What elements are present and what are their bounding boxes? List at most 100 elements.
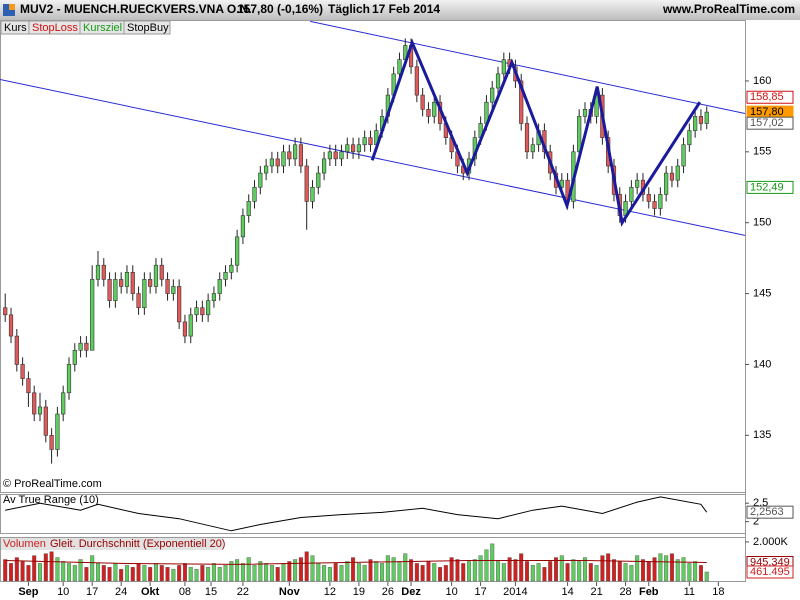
volume-bar [345, 561, 350, 582]
volume-bar [536, 563, 541, 582]
x-tick-label: 19 [353, 586, 365, 598]
candle-body [658, 194, 663, 209]
x-tick-label: 21 [590, 586, 602, 598]
volume-bar [339, 565, 344, 582]
volume-bar [9, 563, 14, 582]
quote: 157,80 (-0,16%) [237, 2, 323, 16]
volume-bar [484, 549, 489, 582]
volume-bar [496, 561, 501, 582]
volume-bar [432, 563, 437, 582]
button[interactable]: StopLoss [32, 22, 78, 34]
candle-body [339, 151, 344, 160]
candle-body [426, 108, 431, 117]
volume-bar [629, 565, 634, 582]
date: 17 Feb 2014 [372, 2, 440, 16]
candle-body [281, 151, 286, 167]
volume-bar [669, 553, 674, 582]
volume-bar [542, 567, 547, 582]
candle-body [66, 364, 72, 394]
candle-body [252, 186, 257, 202]
volume-bar [252, 565, 257, 582]
volume-bar [14, 557, 19, 582]
candle-body [675, 165, 680, 181]
button[interactable]: Kursziel [83, 22, 122, 34]
volume-bar [26, 565, 31, 582]
x-tick-label: Dez [401, 586, 421, 598]
candle-body [420, 94, 425, 110]
volume-bar [32, 555, 37, 582]
candle-body [211, 293, 217, 301]
x-tick-label: 17 [86, 586, 98, 598]
volume-bar [530, 565, 535, 582]
candle-body [14, 335, 19, 365]
x-tick-label: 17 [475, 586, 487, 598]
y-tick-label: 150 [753, 217, 771, 229]
candle-body [84, 342, 89, 351]
volume-bar [275, 567, 280, 582]
candle-body [298, 144, 303, 167]
volume-bar [171, 569, 176, 582]
x-tick-label: Nov [279, 586, 301, 598]
volume-bar [316, 563, 321, 582]
volume-bar [594, 565, 599, 582]
volume-bar [61, 561, 66, 582]
volume-bar [322, 565, 327, 582]
candle-body [153, 264, 159, 287]
candle-body [246, 201, 251, 216]
volume-bar [206, 567, 211, 582]
volume-bar [368, 559, 373, 582]
volume-bar [467, 561, 472, 582]
volume-bar [362, 565, 367, 582]
candle-body [90, 279, 95, 351]
volume-bar [165, 567, 170, 582]
x-tick-label: Sep [18, 586, 38, 598]
candle-body [356, 144, 361, 153]
volume-bar [704, 571, 709, 582]
candle-body [704, 111, 709, 124]
candle-body [258, 172, 263, 188]
volume-bar [223, 565, 228, 582]
volume-bar [298, 557, 303, 582]
candle-body [490, 87, 495, 103]
volume-bar [606, 553, 611, 582]
candle-body [20, 364, 25, 379]
logo-icon-accent [9, 4, 15, 10]
button-bg[interactable] [123, 20, 171, 35]
candle-body [3, 307, 8, 316]
y-tick-label: 145 [753, 287, 771, 299]
candle-body [188, 314, 193, 337]
candle-body [316, 172, 321, 188]
candle-body [321, 158, 327, 174]
volume-bar [49, 551, 54, 582]
indicator-line [5, 496, 708, 532]
x-tick-label: 24 [115, 586, 127, 598]
volume-bar [264, 563, 269, 582]
candle-body [107, 279, 112, 301]
candle-body [687, 130, 692, 146]
volume-bar [43, 553, 48, 582]
volume-bar [565, 563, 570, 582]
x-tick-label: 26 [382, 586, 394, 598]
x-tick-label: Feb [639, 586, 659, 598]
volume-bar [293, 559, 298, 582]
button[interactable]: Kurs [4, 22, 27, 34]
volume-bar [472, 559, 477, 582]
volume-bar [177, 565, 182, 582]
candle-body [26, 378, 31, 394]
volume-bar [461, 563, 466, 582]
candle-body [113, 279, 118, 301]
button[interactable]: StopBuy [127, 22, 169, 34]
volume-bar [235, 559, 240, 582]
volume-bar [20, 561, 25, 582]
volume-bar [310, 555, 315, 582]
x-tick-label: 12 [324, 586, 336, 598]
volume-bar [640, 559, 645, 582]
candle-body [95, 264, 101, 280]
volume-bar [113, 563, 118, 582]
candle-body [495, 73, 501, 89]
volume-bar [356, 563, 361, 582]
volume-bar [414, 563, 419, 582]
candle-body [664, 172, 669, 195]
volume-bar [403, 553, 408, 582]
